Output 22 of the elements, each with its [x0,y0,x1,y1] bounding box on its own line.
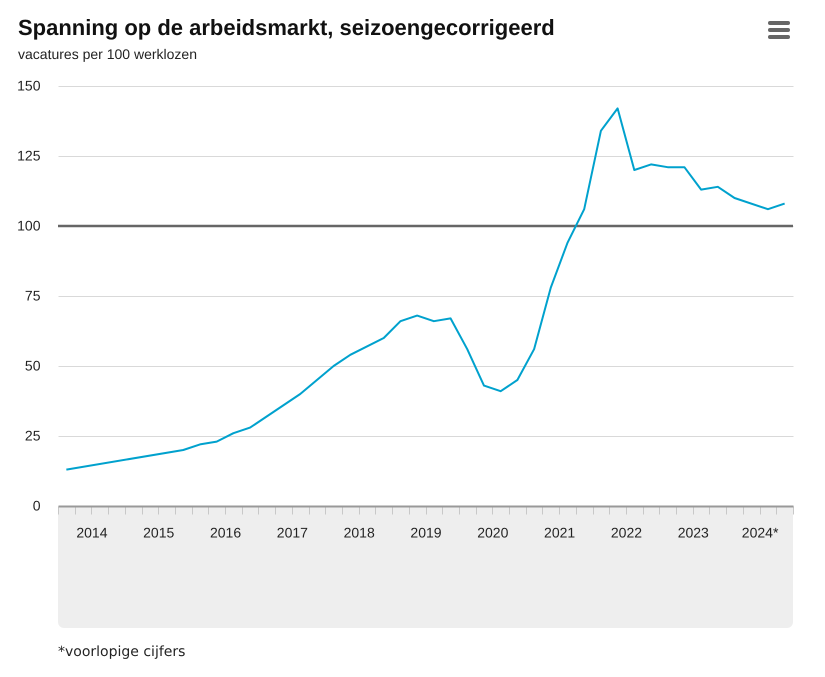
x-tick-label: 2021 [544,524,576,540]
line-series [65,107,786,471]
x-tick-label: 2014 [76,524,108,540]
x-tick-label: 2023 [678,524,710,540]
y-tick-label: 125 [17,148,41,164]
y-tick-label: 50 [24,358,41,374]
x-tick-label: 2018 [344,524,375,540]
x-tick-label: 2022 [610,524,642,540]
x-tick-label: 2017 [276,524,308,540]
x-tick-label: 2015 [143,524,175,540]
x-tick-label: 2019 [410,524,442,540]
x-tick-label: 2024* [742,524,779,540]
y-tick-label: 75 [24,288,41,304]
y-tick-label: 150 [17,78,41,94]
y-tick-label: 25 [24,428,41,444]
y-tick-label: 100 [17,218,41,234]
chart-subtitle: vacatures per 100 werklozen [18,46,197,62]
text: *voorlopige cijfers [58,644,186,660]
x-tick-label: 2020 [477,524,509,540]
x-tick-label: 2016 [210,524,242,540]
chart-title: Spanning op de arbeidsmarkt, seizoengecorrigeerd [18,15,555,40]
y-tick-label: 0 [32,498,41,514]
